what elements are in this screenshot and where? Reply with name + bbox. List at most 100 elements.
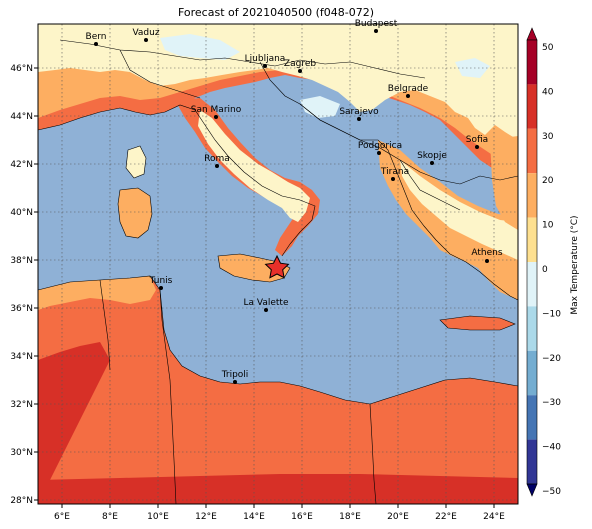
city-sarajevo: Sarajevo [339,107,379,121]
colorbar-tick-label: −30 [542,398,561,408]
colorbar-bottom-arrow [526,483,538,497]
africa-hot [38,342,110,504]
colorbar-bin [527,217,537,262]
y-tick-label: 28°N [10,496,33,506]
tick-marks [34,67,495,508]
colorbar-bin [527,40,537,85]
city-ljubljana: Ljubljana [245,54,286,68]
crete-land [440,316,515,330]
city-tirana: Tirana [380,167,409,181]
y-tick-label: 34°N [10,352,33,362]
svg-text:Zagreb: Zagreb [284,59,316,69]
colorbar-top-arrow [526,27,538,41]
x-tick-label: 14°E [243,512,265,522]
svg-text:Skopje: Skopje [417,151,447,161]
svg-text:Sofia: Sofia [466,135,488,145]
city-la-valette: La Valette [244,298,289,312]
svg-text:Budapest: Budapest [355,19,398,29]
city-markers: Bern Vaduz Budapest Ljubljana Zagreb Bel… [86,19,503,384]
y-tick-labels: 46°N 44°N 42°N 40°N 38°N 36°N 34°N 32°N … [10,64,33,506]
colorbar-tick-label: 20 [542,176,554,186]
city-podgorica: Podgorica [358,141,402,155]
alps-ice [160,34,240,60]
svg-text:Podgorica: Podgorica [358,141,402,151]
colorbar: 50 40 30 20 10 0 −10 −20 −30 −40 −50 Max… [526,27,580,497]
x-tick-label: 20°E [387,512,409,522]
svg-text:Vaduz: Vaduz [132,28,159,38]
y-tick-label: 46°N [10,64,33,74]
balkan-ice-2 [455,58,490,78]
city-roma: Roma [204,154,230,168]
corsica-land [126,146,146,178]
city-san-marino: San Marino [191,105,242,119]
city-belgrade: Belgrade [388,84,429,98]
colorbar-bin [527,128,537,174]
x-tick-label: 10°E [147,512,169,522]
colorbar-bin [527,306,537,351]
colorbar-tick-label: 10 [542,221,554,231]
svg-text:Roma: Roma [204,154,230,164]
colorbar-tick-label: 40 [542,87,554,97]
svg-text:Tunis: Tunis [149,276,173,286]
colorbar-tick-label: 30 [542,132,554,142]
colorbar-bin [527,173,537,218]
city-athens: Athens [471,248,503,263]
africa-light-warm [38,276,156,310]
sardinia-land [118,188,152,238]
city-bern: Bern [86,32,106,46]
star-marker [264,254,290,279]
colorbar-bin [527,439,537,484]
y-tick-label: 36°N [10,304,33,314]
map-title: Forecast of 2021040500 (f048-072) [177,6,375,19]
x-tick-label: 16°E [291,512,313,522]
balkan-ice [300,96,340,118]
colorbar-tick-label: −40 [542,443,561,453]
graticule [38,24,518,504]
colorbar-tick-label: −10 [542,309,561,319]
x-tick-label: 8°E [102,512,118,522]
colorbar-tick-label: −50 [542,487,561,497]
y-tick-label: 38°N [10,256,33,266]
city-tunis: Tunis [149,276,173,290]
y-tick-label: 42°N [10,160,33,170]
colorbar-tick-label: 50 [542,43,554,53]
colorbar-bin [527,395,537,440]
svg-text:Belgrade: Belgrade [388,84,429,94]
colorbar-tick-label: −20 [542,354,561,364]
city-budapest: Budapest [355,19,398,33]
italy-cool [198,110,310,222]
coastlines [37,103,519,405]
y-tick-label: 32°N [10,400,33,410]
svg-text:Ljubljana: Ljubljana [245,54,286,64]
x-tick-label: 24°E [483,512,505,522]
colorbar-frame [526,39,538,485]
city-tripoli: Tripoli [221,370,249,384]
x-tick-label: 6°E [54,512,70,522]
greece-cool [400,160,518,260]
svg-text:San Marino: San Marino [191,105,242,115]
svg-text:Tripoli: Tripoli [221,370,249,380]
city-vaduz: Vaduz [132,28,160,42]
svg-text:Sarajevo: Sarajevo [339,107,379,117]
colorbar-label: Max Temperature (°C) [570,215,580,314]
colorbar-bin [527,262,537,307]
y-tick-label: 44°N [10,112,33,122]
svg-text:Tirana: Tirana [380,167,409,177]
city-zagreb: Zagreb [284,59,316,73]
y-tick-label: 30°N [10,448,33,458]
x-tick-labels: 6°E 8°E 10°E 12°E 14°E 16°E 18°E 20°E 22… [54,512,505,522]
city-sofia: Sofia [466,135,488,149]
x-tick-label: 12°E [195,512,217,522]
colorbar-tick-label: 0 [542,265,548,275]
x-tick-label: 22°E [435,512,457,522]
y-tick-label: 40°N [10,208,33,218]
x-tick-label: 18°E [339,512,361,522]
colorbar-bin [527,84,537,129]
colorbar-ticks: 50 40 30 20 10 0 −10 −20 −30 −40 −50 [542,43,561,497]
city-skopje: Skopje [417,151,447,165]
map-frame [37,23,519,505]
colorbar-bin [527,350,537,396]
turkey-land [490,136,518,230]
svg-text:La Valette: La Valette [244,298,289,308]
